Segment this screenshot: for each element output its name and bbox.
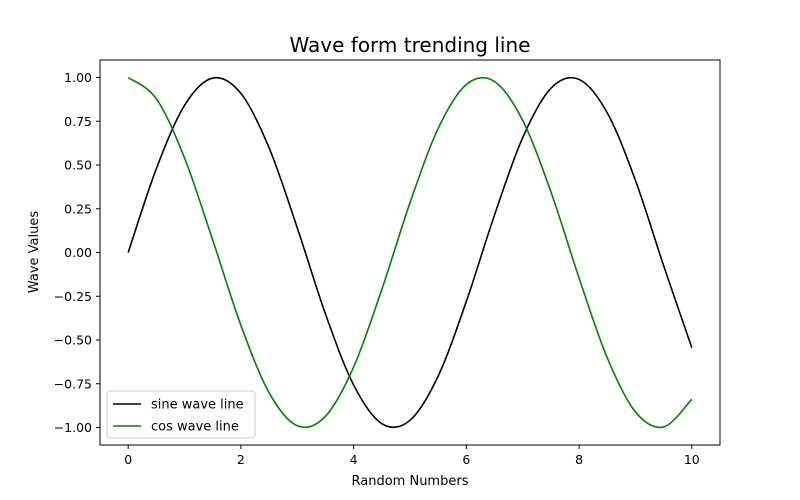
y-tick-label: −1.00 [54, 420, 92, 435]
legend-box [106, 390, 256, 439]
legend: sine wave line cos wave line [106, 390, 256, 439]
legend-label-2: cos wave line [151, 420, 239, 435]
x-ticks: 0 2 4 6 8 10 [124, 445, 700, 467]
x-tick-label: 4 [350, 452, 358, 467]
y-axis-label: Wave Values [27, 211, 42, 294]
series-line-1 [127, 76, 693, 429]
x-tick-label: 0 [124, 452, 132, 467]
y-tick-label: 0.50 [64, 158, 92, 173]
y-tick-label: 1.00 [64, 70, 92, 85]
y-tick-label: 0.25 [64, 201, 92, 216]
plot-frame [99, 59, 721, 446]
y-tick-label: 0.75 [64, 114, 92, 129]
x-axis-label: Random Numbers [352, 474, 469, 489]
y-tick-label: −0.50 [54, 333, 92, 348]
x-tick-label: 8 [575, 452, 583, 467]
legend-label-1: sine wave line [151, 398, 244, 413]
x-tick-label: 2 [237, 452, 245, 467]
chart-title: Wave form trending line [290, 33, 531, 57]
x-tick-label: 10 [684, 452, 700, 467]
y-ticks: 1.00 0.75 0.50 0.25 0.00 −0.25 −0.50 −0.75 −1.00 [54, 70, 100, 435]
y-tick-label: −0.25 [54, 289, 92, 304]
x-tick-label: 6 [462, 452, 470, 467]
series-layer [127, 76, 693, 429]
y-tick-label: −0.75 [54, 376, 92, 391]
plot-area: 0 2 4 6 8 10 1.00 0.75 0.50 0.25 0.00 −0.25 −0.50 −0… [54, 59, 721, 467]
y-tick-label: 0.00 [64, 245, 92, 260]
series-line-2 [127, 76, 693, 429]
